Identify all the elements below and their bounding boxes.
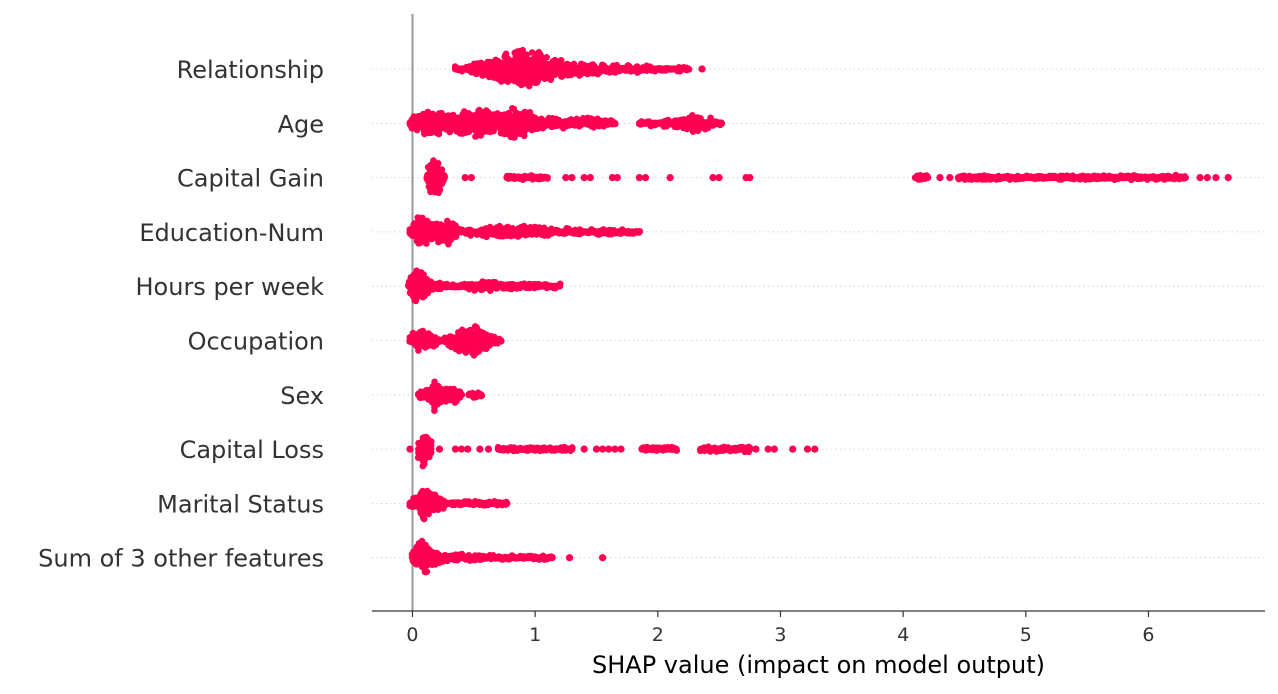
shap-dot [586,174,594,182]
shap-dot [420,515,428,523]
shap-dot [611,119,619,127]
feature-row [406,323,505,359]
shap-dot [431,407,438,415]
shap-dot [543,174,551,182]
shap-dot [458,391,465,399]
shap-dot [534,77,542,84]
shap-dot [1203,174,1211,182]
feature-row [406,214,644,248]
shap-dot [520,132,528,140]
shap-dot [543,54,550,61]
shap-dot [752,445,760,453]
shap-dot [666,174,674,182]
shap-dot [428,438,435,445]
feature-row [408,537,607,576]
shap-dot [497,337,505,344]
shap-dot [484,445,493,453]
shap-dot [672,445,680,453]
shap-dot [568,174,576,182]
shap-dot [406,445,414,453]
feature-row [423,157,1232,197]
shap-dot [519,46,526,54]
shap-dot [467,174,475,182]
shap-dot [803,445,812,453]
shap-dot [523,51,530,58]
shap-dot [427,445,435,453]
shap-dot [556,282,564,290]
shap-dot [789,445,797,453]
shap-dot [440,174,448,182]
feature-row [406,487,511,523]
shap-dot [568,445,576,453]
shap-dot [503,499,511,507]
shap-dot [685,65,692,73]
row-guides [372,68,1265,559]
shap-dot [435,445,444,453]
feature-row [451,46,706,90]
shap-dot [635,228,643,236]
shap-dot [1212,174,1220,182]
shap-dot [770,445,778,453]
shap-dot [502,50,510,58]
shap-dot [698,65,706,73]
shap-dot [746,445,754,453]
shap-dot [617,445,625,453]
feature-row [406,433,819,470]
shap-dot [936,174,944,182]
feature-row [405,267,564,305]
beeswarm-dots [405,46,1232,576]
shap-dot [1181,174,1189,182]
shap-dot [1224,174,1232,182]
shap-dot [457,445,466,453]
shap-dot [715,174,723,182]
shap-dot [461,174,469,182]
shap-dot [613,174,621,182]
shap-dot [641,174,650,182]
shap-dot [580,445,588,453]
feature-row [415,378,486,415]
shap-dot [924,174,932,182]
shap-dot [746,174,754,182]
shap-dot [434,160,442,168]
shap-dot [1196,174,1204,182]
shap-dot [557,57,565,64]
shap-dot [946,174,954,182]
feature-row [406,105,726,141]
shap-dot [477,391,485,399]
shap-dot [811,445,819,453]
shap-dot [423,568,431,575]
shap-dot [476,445,484,453]
shap-dot [718,119,726,127]
shap-dot [605,445,613,453]
shap-dot [464,445,472,453]
